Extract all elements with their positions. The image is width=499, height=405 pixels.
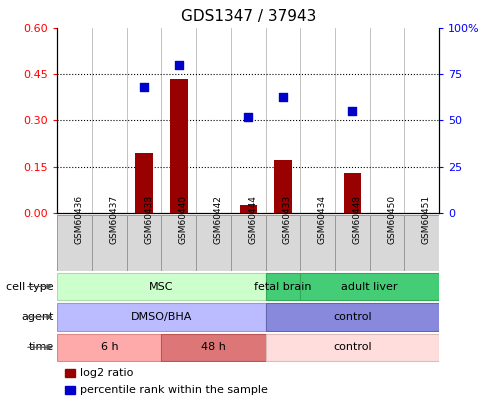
Bar [265,334,439,361]
Text: GSM60436: GSM60436 [75,195,84,244]
Point [279,93,287,100]
Bar [404,215,439,271]
Bar [335,215,370,271]
Bar [162,334,265,361]
Text: time: time [28,342,53,352]
Bar [370,215,404,271]
Point [175,62,183,68]
Text: log2 ratio: log2 ratio [80,367,134,377]
Text: GSM60450: GSM60450 [387,195,396,244]
Bar [92,215,127,271]
Point [140,84,148,91]
Text: 6 h: 6 h [101,342,118,352]
Bar [65,386,74,394]
Bar [162,215,196,271]
Bar [300,273,439,300]
Point [244,113,252,120]
Text: GSM60448: GSM60448 [352,195,361,244]
Bar [265,215,300,271]
Text: GSM60433: GSM60433 [283,195,292,244]
Bar [57,303,265,330]
Bar [57,273,265,300]
Text: cell type: cell type [6,281,53,292]
Bar [57,215,92,271]
Bar [127,215,162,271]
Text: control: control [333,342,372,352]
Text: GSM60440: GSM60440 [179,195,188,244]
Bar [240,205,257,213]
Text: adult liver: adult liver [341,281,398,292]
Bar [57,334,162,361]
Bar [196,215,231,271]
Bar [231,215,265,271]
Bar [170,79,188,213]
Text: DMSO/BHA: DMSO/BHA [131,312,192,322]
Text: MSC: MSC [149,281,174,292]
Text: percentile rank within the sample: percentile rank within the sample [80,385,268,395]
Bar [265,273,300,300]
Text: 48 h: 48 h [201,342,226,352]
Point [348,108,356,115]
Text: GSM60437: GSM60437 [109,195,118,244]
Bar [135,153,153,213]
Bar [300,215,335,271]
Text: GSM60434: GSM60434 [318,195,327,244]
Text: GSM60451: GSM60451 [422,195,431,244]
Title: GDS1347 / 37943: GDS1347 / 37943 [181,9,316,24]
Text: GSM60442: GSM60442 [214,195,223,244]
Text: GSM60438: GSM60438 [144,195,153,244]
Text: GSM60444: GSM60444 [248,195,257,244]
Bar [274,160,291,213]
Bar [265,303,439,330]
Bar [344,173,361,213]
Text: fetal brain: fetal brain [254,281,312,292]
Bar [65,369,74,377]
Text: agent: agent [21,312,53,322]
Text: control: control [333,312,372,322]
